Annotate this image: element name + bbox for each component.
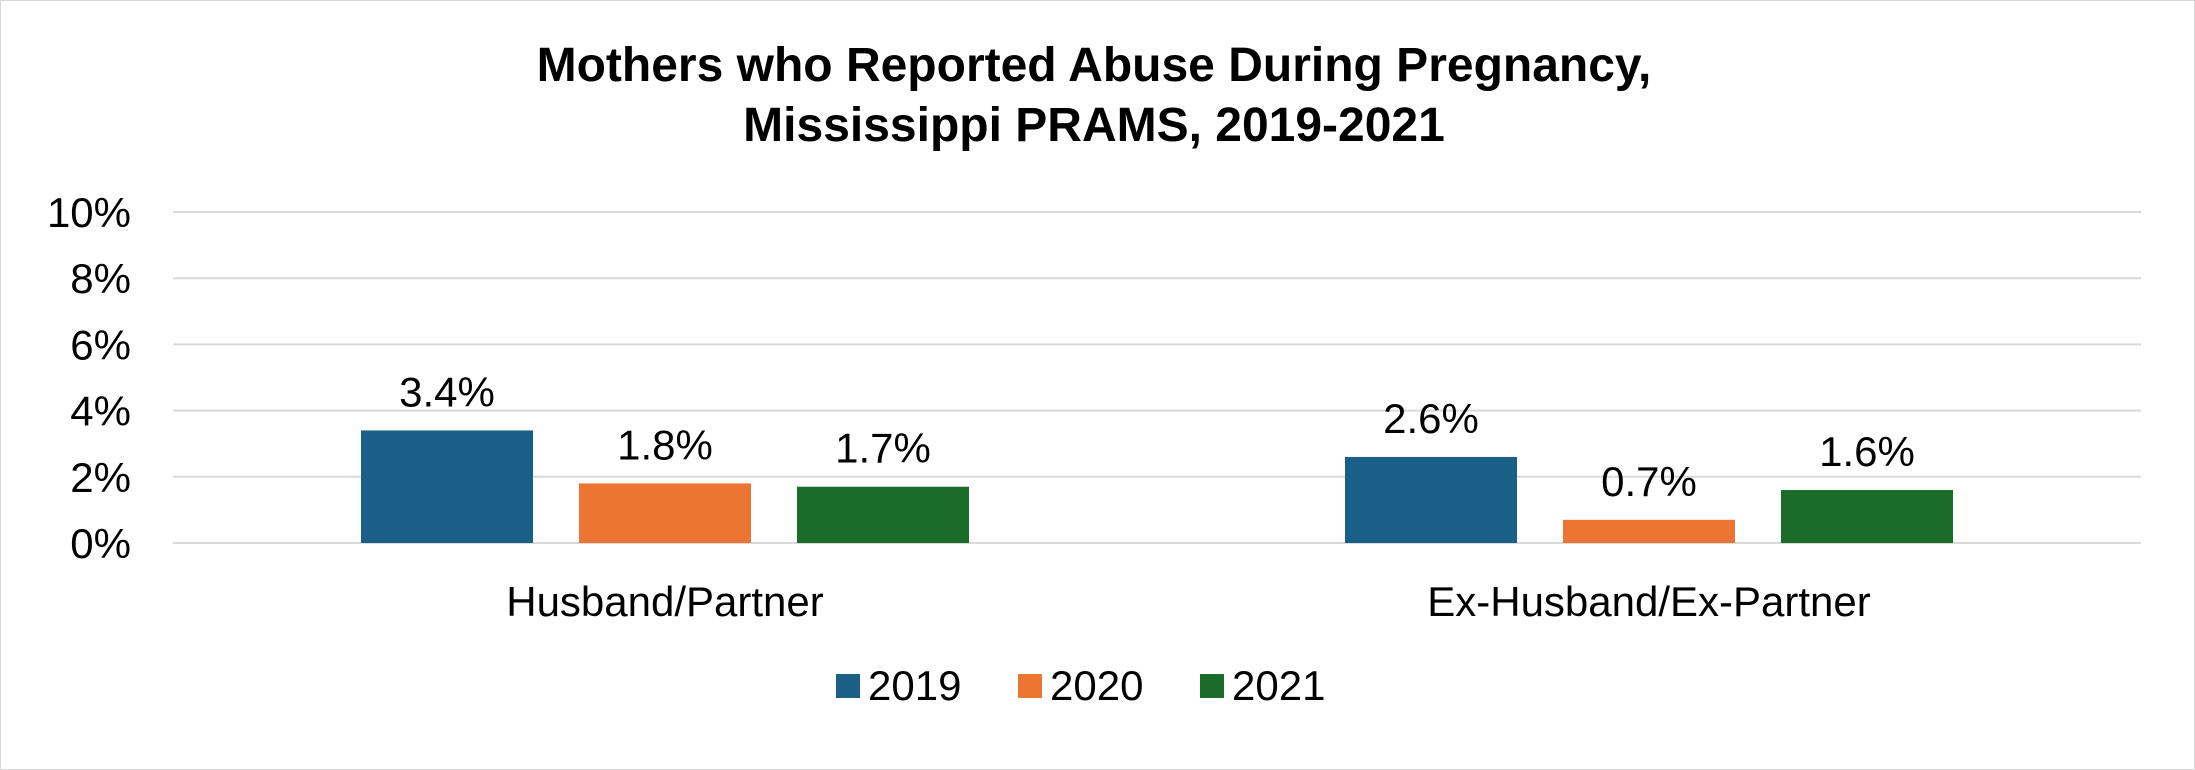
y-tick-label-4: 4%: [70, 388, 131, 435]
data-label-2020-1: 1.8%: [617, 421, 713, 468]
legend-label-2020: 2020: [1050, 662, 1143, 709]
y-tick-label-8: 8%: [70, 255, 131, 302]
chart-title-line-1: Mothers who Reported Abuse During Pregna…: [537, 39, 1652, 92]
y-tick-label-6: 6%: [70, 321, 131, 368]
y-tick-label-10: 10%: [47, 189, 131, 236]
legend-swatch-2020: [1018, 674, 1042, 698]
data-label-2021-1: 1.7%: [835, 425, 931, 472]
y-tick-label-0: 0%: [70, 520, 131, 567]
data-labels: 3.4% 1.8% 1.7% 2.6% 0.7% 1.6%: [399, 368, 1915, 504]
data-label-2019-1: 3.4%: [399, 368, 495, 415]
category-label-2: Ex-Husband/Ex-Partner: [1427, 578, 1871, 625]
bar-2020-1: [579, 483, 751, 543]
bars: [361, 430, 1953, 543]
legend-swatch-2019: [836, 674, 860, 698]
bar-2019-1: [361, 430, 533, 543]
bar-2019-2: [1345, 456, 1517, 543]
y-axis-ticks: 0% 2% 4% 6% 8% 10%: [47, 189, 131, 567]
chart-subtitle: Mississippi PRAMS, 2019-2021: [743, 99, 1445, 152]
y-tick-label-2: 2%: [70, 454, 131, 501]
bar-2021-1: [797, 486, 969, 543]
category-labels: Husband/Partner Ex-Husband/Ex-Partner: [506, 578, 1871, 625]
bar-2021-2: [1781, 490, 1953, 543]
data-label-2020-2: 0.7%: [1601, 458, 1697, 505]
legend-label-2021: 2021: [1232, 662, 1325, 709]
data-label-2019-2: 2.6%: [1383, 395, 1479, 442]
legend-label-2019: 2019: [868, 662, 961, 709]
bar-2020-2: [1563, 519, 1735, 543]
legend: 2019 2020 2021: [836, 662, 1325, 709]
category-label-1: Husband/Partner: [506, 578, 824, 625]
legend-swatch-2021: [1200, 674, 1224, 698]
data-label-2021-2: 1.6%: [1819, 428, 1915, 475]
chart-title: Mothers who Reported Abuse During Pregna…: [537, 39, 1652, 152]
